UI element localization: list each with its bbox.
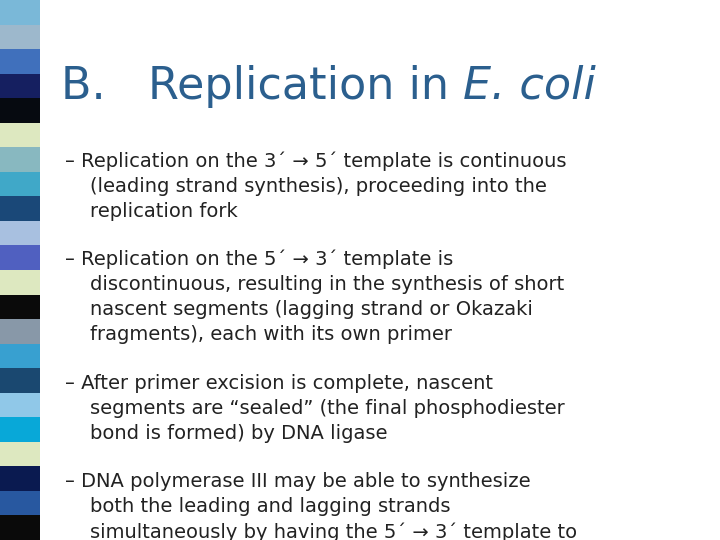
Bar <box>0 319 40 343</box>
Bar <box>0 270 40 294</box>
Bar <box>0 467 40 491</box>
Bar <box>0 417 40 442</box>
Bar <box>0 172 40 197</box>
Bar <box>0 516 40 540</box>
Text: – DNA polymerase III may be able to synthesize
    both the leading and lagging : – DNA polymerase III may be able to synt… <box>65 472 577 540</box>
Bar <box>0 73 40 98</box>
Bar <box>0 491 40 516</box>
Bar <box>0 393 40 417</box>
Text: – After primer excision is complete, nascent
    segments are “sealed” (the fina: – After primer excision is complete, nas… <box>65 374 564 443</box>
Text: – Replication on the 3´ → 5´ template is continuous
    (leading strand synthesi: – Replication on the 3´ → 5´ template is… <box>65 151 567 221</box>
Bar <box>0 147 40 172</box>
Bar <box>0 442 40 467</box>
Bar <box>0 0 40 24</box>
Text: B.   Replication in: B. Replication in <box>61 65 464 108</box>
Bar <box>0 221 40 246</box>
Bar <box>0 197 40 221</box>
Text: – Replication on the 5´ → 3´ template is
    discontinuous, resulting in the syn: – Replication on the 5´ → 3´ template is… <box>65 249 564 343</box>
Bar <box>0 246 40 270</box>
Bar <box>0 24 40 49</box>
Bar <box>0 98 40 123</box>
Bar <box>0 343 40 368</box>
Bar <box>0 294 40 319</box>
Text: E. coli: E. coli <box>464 65 596 108</box>
Bar <box>0 49 40 73</box>
Bar <box>0 368 40 393</box>
Bar <box>0 123 40 147</box>
